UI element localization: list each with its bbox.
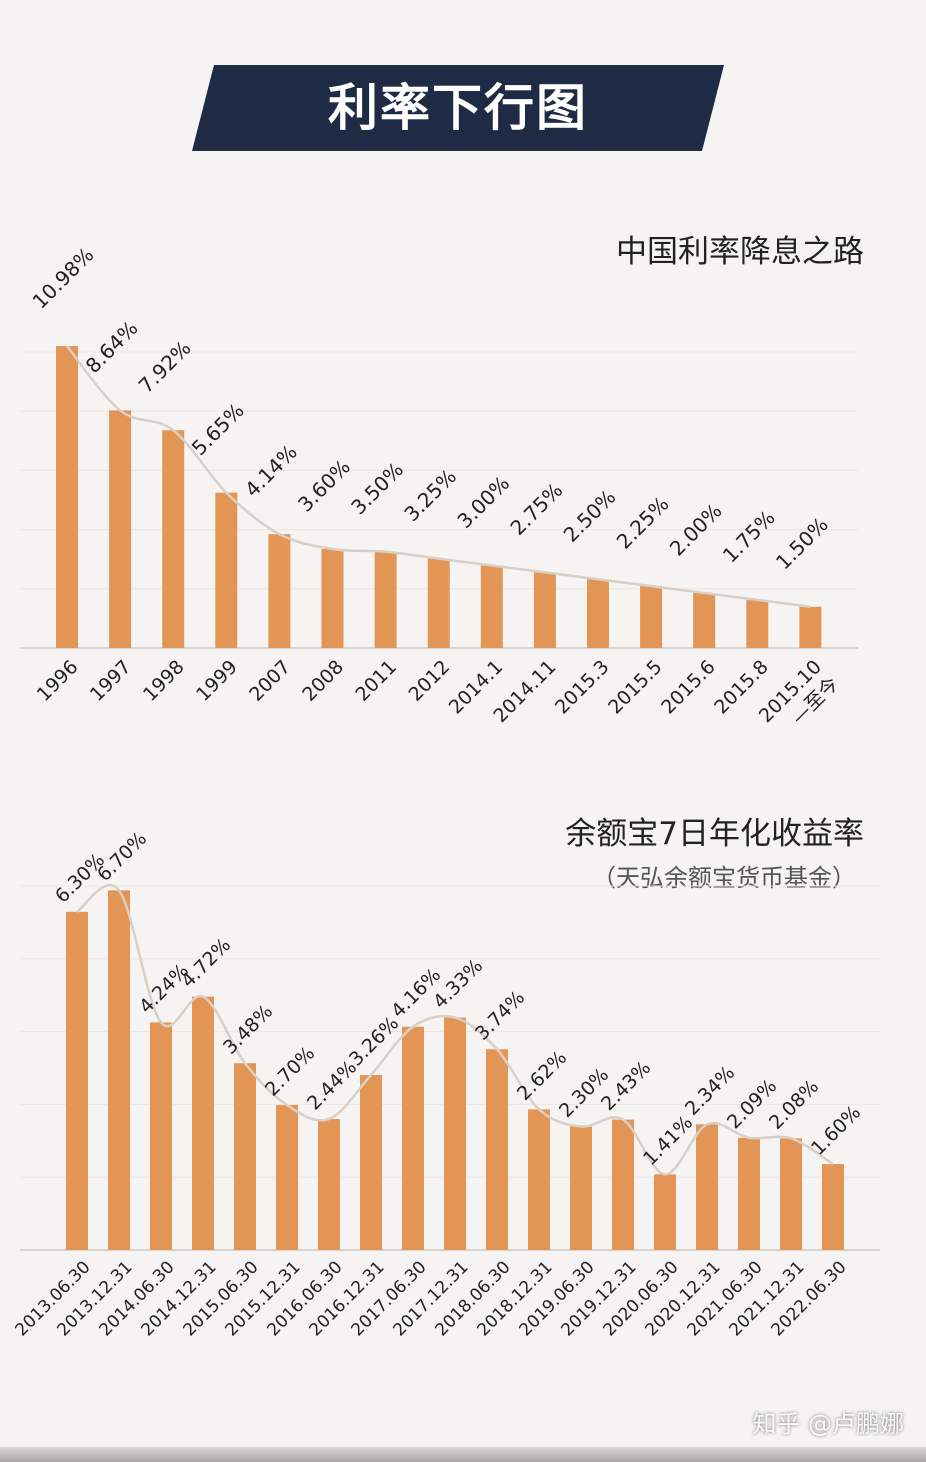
chart1-category-label: 1999 [192,656,242,706]
chart2-bar [444,1017,466,1250]
chart1-trend-line [66,345,811,608]
chart2-bar [528,1109,550,1250]
chart2-bar [276,1105,298,1250]
chart2-data-label: 1.60% [807,1101,865,1159]
chart2-data-label: 3.26% [345,1012,403,1070]
chart1-bar [587,579,609,648]
chart1-bar [799,606,822,648]
chart2-bar [192,996,214,1250]
chart2-bar [570,1126,592,1250]
chart1-bar [533,572,556,648]
chart1-category-label: 1998 [139,656,189,706]
chart1-bar [693,593,716,648]
chart2-title: 余额宝7日年化收益率 [565,816,864,852]
chart2-bar [318,1119,340,1250]
chart2-bar [822,1164,844,1250]
chart1-category-label: 2015.5 [604,656,667,719]
chart1-data-label: 1.50% [771,512,833,574]
chart2-data-label: 1.41% [639,1112,697,1170]
chart2-bar [780,1138,802,1250]
chart1-bar [640,586,663,648]
chart2-bar [108,890,130,1250]
chart2-bar [234,1063,256,1250]
chart1-bar [215,492,238,648]
chart1-bar [321,549,344,648]
chart2-bar [402,1026,424,1250]
chart1-data-label: 3.60% [293,455,355,517]
chart1-bar [162,430,185,648]
chart2-bar [654,1174,676,1250]
chart2-data-label: 6.70% [93,828,151,886]
chart1-category-label: 2015.3 [551,656,614,719]
chart1-category-label: 2012 [404,656,454,706]
chart1-bar [427,558,450,648]
chart1-title: 中国利率降息之路 [616,234,864,270]
chart1-data-label: 8.64% [81,316,143,378]
chart2-data-label: 3.48% [219,1001,277,1059]
page-title: 利率下行图 [328,78,588,137]
chart2-data-label: 2.62% [513,1047,571,1105]
chart2-bar [66,911,88,1250]
chart2-data-label: 3.74% [471,987,529,1045]
chart2-data-label: 4.72% [177,934,235,992]
chart2-bar [360,1075,382,1250]
bottom-bar [0,1447,926,1462]
chart1-data-label: 7.92% [134,336,196,398]
chart1-category-label: 1996 [33,656,83,706]
chart1-data-label: 10.98% [28,243,99,314]
chart2-bar [150,1022,172,1250]
chart1-data-label: 5.65% [187,398,249,460]
chart1-category-label: 2015.6 [657,656,720,719]
chart1-bar [268,534,291,648]
chart2-trend-line [76,884,834,1176]
watermark: 知乎 @卢鹏娜 [752,1410,904,1438]
chart2-bar [696,1124,718,1250]
chart1-category-label: 2008 [298,656,348,706]
chart2-bar [612,1119,634,1250]
chart2-subtitle: （天弘余额宝货币基金） [592,864,856,892]
chart1-bar [109,410,132,648]
chart1-category-label: 2007 [245,656,295,706]
chart1-bar [56,346,78,648]
chart1-category-label: 2011 [351,656,401,706]
chart2-bar [738,1137,760,1250]
chart1-bar [480,565,503,648]
chart1-category-label: 1997 [86,656,136,706]
chart2-bar [486,1049,508,1250]
chart1-bar [374,551,397,648]
chart1-bar [746,599,769,648]
title-banner [192,65,724,151]
